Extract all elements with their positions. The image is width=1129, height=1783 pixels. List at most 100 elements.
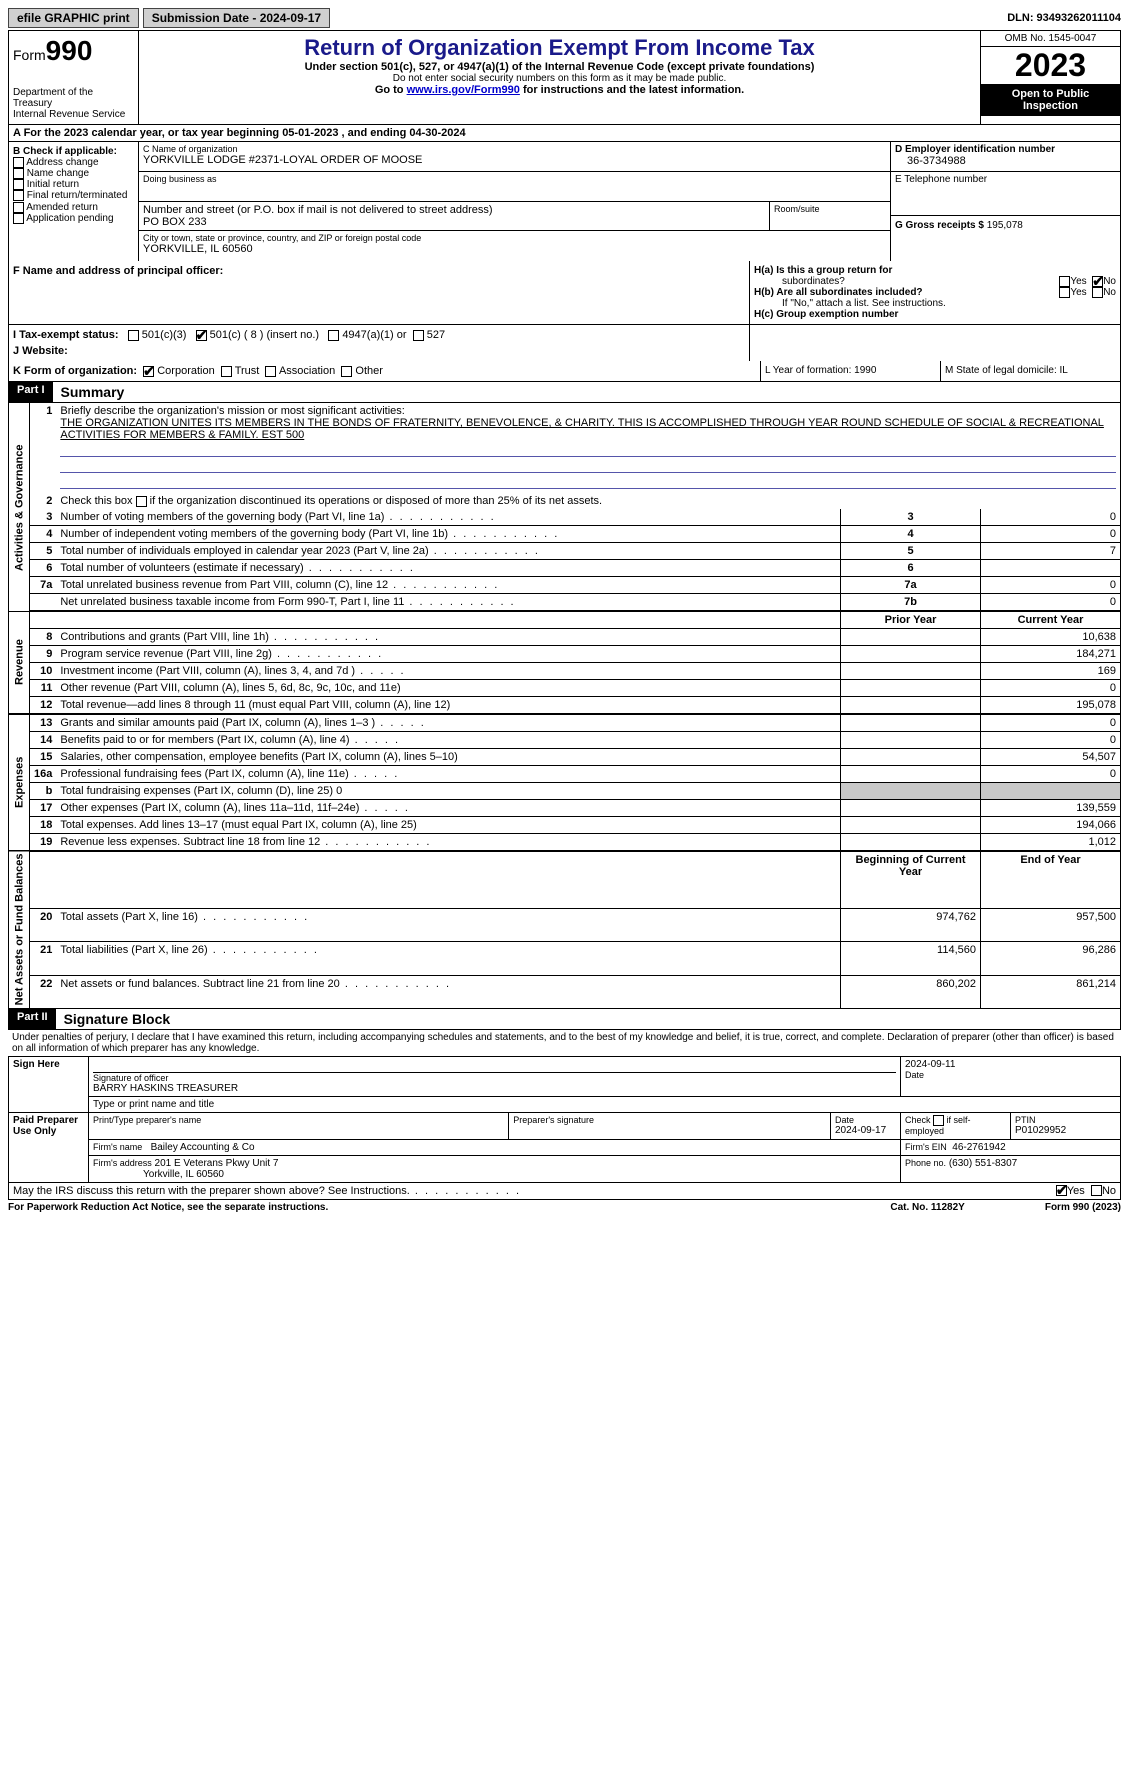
pra-notice: For Paperwork Reduction Act Notice, see …: [8, 1202, 890, 1213]
state-domicile: M State of legal domicile: IL: [940, 361, 1120, 381]
l14-curr: 0: [981, 732, 1121, 749]
cb-501c3[interactable]: [128, 330, 139, 341]
cb-self-employed[interactable]: [933, 1115, 944, 1126]
dln: DLN: 93493262011104: [1007, 12, 1121, 24]
l13-curr: 0: [981, 714, 1121, 732]
form-header: Form990 Department of the Treasury Inter…: [8, 30, 1121, 124]
phone-label: E Telephone number: [895, 174, 1116, 185]
entity-block: B Check if applicable: Address change Na…: [8, 141, 1121, 261]
cb-501c[interactable]: [196, 330, 207, 341]
l4-val: 0: [981, 526, 1121, 543]
l19-curr: 1,012: [981, 834, 1121, 852]
omb-number: OMB No. 1545-0047: [981, 31, 1120, 47]
irs-link[interactable]: www.irs.gov/Form990: [407, 84, 520, 96]
l20-end: 957,500: [981, 909, 1121, 942]
footer: For Paperwork Reduction Act Notice, see …: [8, 1202, 1121, 1213]
open-to-public: Open to Public Inspection: [981, 84, 1120, 116]
l22-beg: 860,202: [841, 975, 981, 1008]
perjury-statement: Under penalties of perjury, I declare th…: [8, 1030, 1121, 1056]
cb-527[interactable]: [413, 330, 424, 341]
signature-table: Sign Here Signature of officer BARRY HAS…: [8, 1056, 1121, 1183]
cb-app-pending[interactable]: [13, 213, 24, 224]
cb-other[interactable]: [341, 366, 352, 377]
city-label: City or town, state or province, country…: [143, 233, 886, 243]
l7a-val: 0: [981, 577, 1121, 594]
l18-curr: 194,066: [981, 817, 1121, 834]
cb-discuss-yes[interactable]: [1056, 1185, 1067, 1196]
l7b-val: 0: [981, 594, 1121, 612]
sign-here-label: Sign Here: [9, 1056, 89, 1112]
l6-val: [981, 560, 1121, 577]
prep-date: 2024-09-17: [835, 1125, 896, 1136]
col-b-label: B Check if applicable:: [13, 146, 134, 157]
vtab-netassets: Net Assets or Fund Balances: [9, 851, 30, 1008]
dba-label: Doing business as: [143, 174, 886, 184]
street-label: Number and street (or P.O. box if mail i…: [143, 204, 765, 216]
cb-name-change[interactable]: [13, 168, 24, 179]
cb-discontinued[interactable]: [136, 496, 147, 507]
cb-trust[interactable]: [221, 366, 232, 377]
col-c: C Name of organization YORKVILLE LODGE #…: [139, 142, 1120, 261]
l3-val: 0: [981, 509, 1121, 526]
firm-name: Bailey Accounting & Co: [151, 1142, 255, 1153]
l8-curr: 10,638: [981, 629, 1121, 646]
efile-button[interactable]: efile GRAPHIC print: [8, 8, 139, 28]
cb-ha-yes[interactable]: [1059, 276, 1070, 287]
city-value: YORKVILLE, IL 60560: [143, 243, 886, 255]
room-suite-label: Room/suite: [770, 202, 890, 230]
firm-phone: (630) 551-8307: [949, 1158, 1017, 1169]
ein-value: 36-3734988: [895, 155, 1116, 167]
summary-table: Activities & Governance 1 Briefly descri…: [8, 403, 1121, 1009]
ein-label: D Employer identification number: [895, 144, 1116, 155]
l12-curr: 195,078: [981, 697, 1121, 715]
submission-date: Submission Date - 2024-09-17: [143, 8, 330, 28]
part1-header: Part I Summary: [8, 382, 1121, 403]
subtitle-3: Go to www.irs.gov/Form990 for instructio…: [143, 84, 976, 96]
form-title: Return of Organization Exempt From Incom…: [143, 35, 976, 61]
discuss-row: May the IRS discuss this return with the…: [8, 1183, 1121, 1200]
form-number: 990: [46, 35, 93, 66]
col-b-checkboxes: B Check if applicable: Address change Na…: [9, 142, 139, 261]
row-f: F Name and address of principal officer:: [9, 261, 750, 324]
firm-address-2: Yorkville, IL 60560: [143, 1169, 224, 1180]
cb-4947[interactable]: [328, 330, 339, 341]
cb-hb-yes[interactable]: [1059, 287, 1070, 298]
topbar: efile GRAPHIC print Submission Date - 20…: [8, 8, 1121, 28]
cb-assoc[interactable]: [265, 366, 276, 377]
vtab-expenses: Expenses: [9, 714, 30, 851]
cb-amended[interactable]: [13, 202, 24, 213]
tax-year: 2023: [981, 47, 1120, 84]
cb-initial-return[interactable]: [13, 179, 24, 190]
l20-beg: 974,762: [841, 909, 981, 942]
ptin-value: P01029952: [1015, 1125, 1116, 1136]
cb-hb-no[interactable]: [1092, 287, 1103, 298]
l17-curr: 139,559: [981, 800, 1121, 817]
org-name-label: C Name of organization: [143, 144, 886, 154]
org-name-value: YORKVILLE LODGE #2371-LOYAL ORDER OF MOO…: [143, 154, 886, 166]
gross-receipts-value: 195,078: [987, 220, 1023, 231]
cb-discuss-no[interactable]: [1091, 1185, 1102, 1196]
l5-val: 7: [981, 543, 1121, 560]
irs-label: Internal Revenue Service: [13, 109, 134, 120]
row-h: H(a) Is this a group return for subordin…: [750, 261, 1120, 324]
year-formation: L Year of formation: 1990: [760, 361, 940, 381]
cb-ha-no[interactable]: [1092, 276, 1103, 287]
part2-header: Part II Signature Block: [8, 1009, 1121, 1030]
officer-name: BARRY HASKINS TREASURER: [93, 1083, 896, 1094]
firm-ein: 46-2761942: [952, 1142, 1005, 1153]
gross-receipts-label: G Gross receipts $: [895, 220, 984, 231]
col-d-e: D Employer identification number 36-3734…: [890, 142, 1120, 261]
cb-address-change[interactable]: [13, 157, 24, 168]
l9-curr: 184,271: [981, 646, 1121, 663]
dept-treasury: Department of the Treasury: [13, 87, 134, 109]
subtitle-2: Do not enter social security numbers on …: [143, 73, 976, 84]
cat-no: Cat. No. 11282Y: [890, 1202, 964, 1213]
cb-corp[interactable]: [143, 366, 154, 377]
l10-curr: 169: [981, 663, 1121, 680]
mission-text: THE ORGANIZATION UNITES ITS MEMBERS IN T…: [60, 417, 1104, 441]
paid-preparer-label: Paid Preparer Use Only: [9, 1112, 89, 1182]
header-left: Form990 Department of the Treasury Inter…: [9, 31, 139, 124]
cb-final-return[interactable]: [13, 190, 24, 201]
sig-date: 2024-09-11: [905, 1059, 1116, 1070]
subtitle-1: Under section 501(c), 527, or 4947(a)(1)…: [143, 61, 976, 73]
